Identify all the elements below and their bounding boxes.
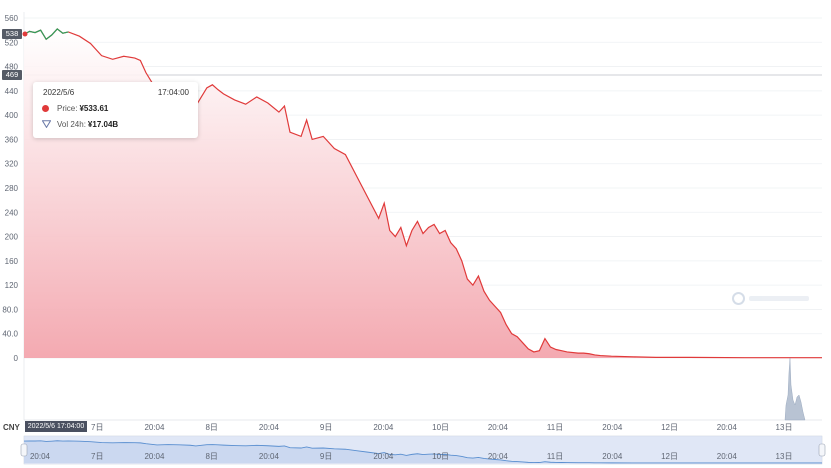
x-tick-label: 20:04 xyxy=(488,423,509,432)
navigator-handle-left[interactable] xyxy=(20,443,28,457)
y-tick-label: 160 xyxy=(5,257,19,266)
tooltip-date: 2022/5/6 xyxy=(43,88,75,97)
price-dot-icon xyxy=(42,104,49,112)
y-tick-label: 360 xyxy=(5,135,19,144)
price-tooltip: 2022/5/6 17:04:00 Price: ¥533.61 Vol 24h… xyxy=(33,82,198,138)
y-tick-label: 120 xyxy=(5,281,19,290)
navigator-tick-label: 20:04 xyxy=(717,452,738,461)
y-tick-label: 0 xyxy=(14,354,19,363)
y-tick-label: 560 xyxy=(5,14,19,23)
tooltip-volume-row: Vol 24h: ¥17.04B xyxy=(42,118,118,130)
tooltip-volume-label: Vol 24h: xyxy=(57,119,86,129)
navigator-axis: 20:04 7日 20:04 8日 20:04 9日 20:04 10日 20:04 11日 20:… xyxy=(30,452,792,461)
navigator-tick-label: 11日 xyxy=(547,452,563,461)
x-tick-label: 20:04 xyxy=(373,423,394,432)
tooltip-volume-value: ¥17.04B xyxy=(87,119,119,129)
x-tick-label: 10日 xyxy=(432,423,449,432)
y-tick-label: 40.0 xyxy=(2,330,18,339)
x-tick-label: 20:04 xyxy=(717,423,738,432)
navigator-tick-label: 10日 xyxy=(432,452,449,461)
watermark-logo-icon xyxy=(732,292,745,305)
cursor-date-badge: 2022/5/6 17:04:00 xyxy=(25,421,87,432)
price-line-start xyxy=(23,28,69,41)
price-area xyxy=(24,28,822,359)
navigator-tick-label: 13日 xyxy=(776,452,793,461)
x-tick-label: 20:04 xyxy=(602,423,623,432)
tooltip-price-value: ¥533.61 xyxy=(79,103,109,113)
x-tick-label: 20:04 xyxy=(144,423,165,432)
current-price-marker xyxy=(22,31,28,37)
x-tick-label: 7日 xyxy=(91,423,103,432)
x-tick-label: 13日 xyxy=(776,423,793,432)
y-tick-label: 480 xyxy=(5,63,19,72)
x-tick-label: 20:04 xyxy=(259,423,280,432)
navigator-tick-label: 7日 xyxy=(91,452,103,461)
navigator-tick-label: 9日 xyxy=(320,452,332,461)
navigator-tick-label: 20:04 xyxy=(488,452,509,461)
navigator-tick-label: 20:04 xyxy=(259,452,280,461)
navigator-tick-label: 12日 xyxy=(661,452,678,461)
navigator-tick-label: 20:04 xyxy=(373,452,394,461)
y-tick-label: 200 xyxy=(5,233,19,242)
x-tick-label: 9日 xyxy=(320,423,332,432)
tooltip-price-label: Price: xyxy=(57,103,78,113)
watermark-text xyxy=(749,296,809,301)
x-tick-label: 12日 xyxy=(661,423,678,432)
y-axis: 0 40.0 80.0 120 160 200 240 280 320 360 400 440 480 5… xyxy=(2,14,18,363)
navigator-series-area xyxy=(24,440,822,463)
navigator-series-line xyxy=(23,440,822,464)
navigator-tick-label: 20:04 xyxy=(602,452,623,461)
y-tick-label: 320 xyxy=(5,160,19,169)
x-tick-label: 8日 xyxy=(205,423,217,432)
volume-icon xyxy=(42,120,51,128)
y-tick-label: 240 xyxy=(5,208,19,217)
x-axis: 20:04 7日 20:04 8日 20:04 9日 20:04 10日 20:04 11日 20:… xyxy=(30,423,792,432)
hover-price-badge: 469 xyxy=(2,70,22,80)
navigator-tick-label: 8日 xyxy=(205,452,217,461)
watermark xyxy=(732,292,809,305)
y-tick-label: 400 xyxy=(5,111,19,120)
navigator-tick-label: 20:04 xyxy=(144,452,165,461)
current-price-badge: 538 xyxy=(2,29,22,39)
y-tick-label: 440 xyxy=(5,87,19,96)
y-tick-label: 520 xyxy=(5,38,19,47)
price-line xyxy=(23,28,822,359)
currency-label: CNY xyxy=(3,423,20,432)
navigator-handle-right[interactable] xyxy=(818,443,826,457)
navigator-tick-label: 20:04 xyxy=(30,452,51,461)
tooltip-price-row: Price: ¥533.61 xyxy=(42,102,108,114)
volume-bars xyxy=(784,357,806,421)
tooltip-time: 17:04:00 xyxy=(157,88,189,97)
y-tick-label: 80.0 xyxy=(2,305,18,314)
y-tick-label: 280 xyxy=(5,184,19,193)
x-tick-label: 11日 xyxy=(547,423,563,432)
